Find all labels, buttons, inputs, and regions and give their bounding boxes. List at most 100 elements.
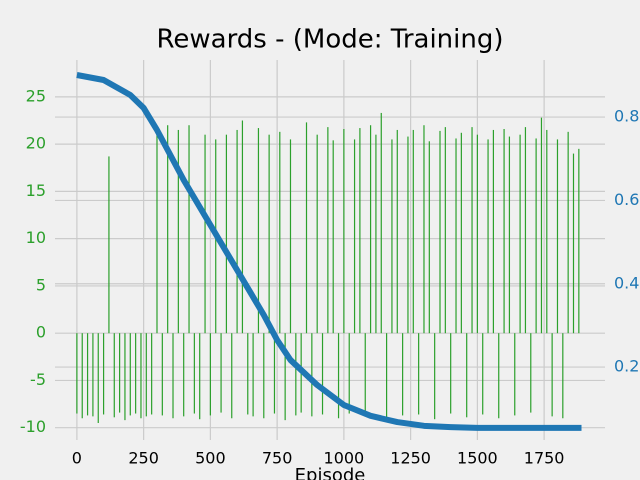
bar (540, 117, 543, 334)
bar (289, 139, 292, 334)
bar (337, 333, 340, 419)
x-tick-label: 250 (128, 449, 159, 468)
bar (391, 139, 393, 334)
x-axis-label: Episode (295, 465, 366, 480)
bar (439, 130, 441, 334)
bar (423, 125, 425, 334)
x-tick-label: 750 (262, 449, 293, 468)
bar (386, 333, 388, 419)
bar (108, 156, 110, 334)
x-tick-label: 500 (195, 449, 226, 468)
chart-title: Rewards - (Mode: Training) (156, 25, 503, 55)
bar (460, 132, 462, 334)
bar (145, 333, 147, 417)
y-tick-label: -5 (30, 370, 46, 389)
bar (279, 131, 281, 334)
bar (193, 333, 195, 414)
y2-tick-label: 0.4 (614, 273, 639, 292)
bar (86, 333, 89, 416)
bar (135, 333, 137, 414)
bar (353, 139, 356, 334)
bar (364, 333, 366, 417)
bar (124, 333, 126, 421)
bar (257, 128, 260, 334)
y-tick-label: 10 (26, 228, 46, 247)
bar (551, 333, 553, 417)
bar (369, 125, 372, 334)
bar (556, 139, 559, 334)
bar (476, 134, 478, 334)
x-tick-label: 0 (72, 449, 82, 468)
bar (241, 120, 244, 334)
y-tick-label: -10 (20, 417, 46, 436)
bar (129, 333, 131, 416)
y-tick-label: 20 (26, 134, 46, 153)
bar (402, 333, 404, 416)
bar (562, 333, 564, 419)
bar (498, 333, 500, 419)
bar (225, 134, 228, 334)
bar (503, 129, 505, 334)
bar (359, 128, 361, 334)
bar (92, 333, 94, 417)
bar (407, 136, 409, 334)
bar (348, 333, 350, 414)
bar (535, 138, 537, 334)
bar (263, 333, 265, 419)
bar (252, 333, 254, 417)
bar (375, 134, 377, 334)
bar (209, 333, 211, 416)
bar (332, 140, 334, 334)
bar (311, 333, 313, 417)
y2-tick-label: 0.6 (614, 190, 639, 209)
bar (76, 333, 78, 414)
y-tick-label: 0 (36, 323, 46, 342)
bar (455, 138, 457, 334)
bar (188, 125, 190, 334)
bar (508, 136, 511, 334)
bar (113, 333, 115, 418)
bar (466, 333, 468, 418)
bar (450, 333, 452, 414)
x-tick-label: 1000 (324, 449, 365, 468)
bar (316, 134, 318, 334)
bar (380, 112, 382, 334)
bar (167, 125, 169, 334)
bar (220, 333, 222, 413)
bar (487, 139, 489, 334)
bar (530, 333, 532, 413)
bar (268, 134, 270, 334)
y-tick-label: 5 (36, 275, 46, 294)
bar (151, 333, 153, 415)
bar (482, 333, 484, 415)
y-tick-label: 15 (26, 181, 46, 200)
bar (343, 129, 345, 334)
bar (156, 134, 158, 334)
bar (434, 333, 436, 420)
bar (412, 129, 414, 334)
bar (161, 333, 163, 416)
bar (572, 153, 575, 334)
bar (321, 333, 324, 415)
bar (567, 131, 569, 334)
bar (102, 333, 105, 415)
x-tick-label: 1500 (457, 449, 498, 468)
y-tick-label: 25 (26, 86, 46, 105)
bar (119, 333, 121, 413)
bar (519, 134, 521, 334)
bar (428, 141, 430, 334)
bar (546, 129, 548, 334)
bar (295, 333, 297, 416)
x-tick-label: 1750 (524, 449, 565, 468)
bar (524, 127, 527, 334)
bar (284, 333, 286, 421)
bar (204, 134, 206, 334)
bar (81, 333, 83, 419)
bar (327, 127, 329, 334)
bar (231, 333, 233, 419)
bar (305, 122, 308, 334)
x-tick-label: 1250 (390, 449, 431, 468)
bar (247, 333, 249, 415)
bar (140, 333, 142, 419)
